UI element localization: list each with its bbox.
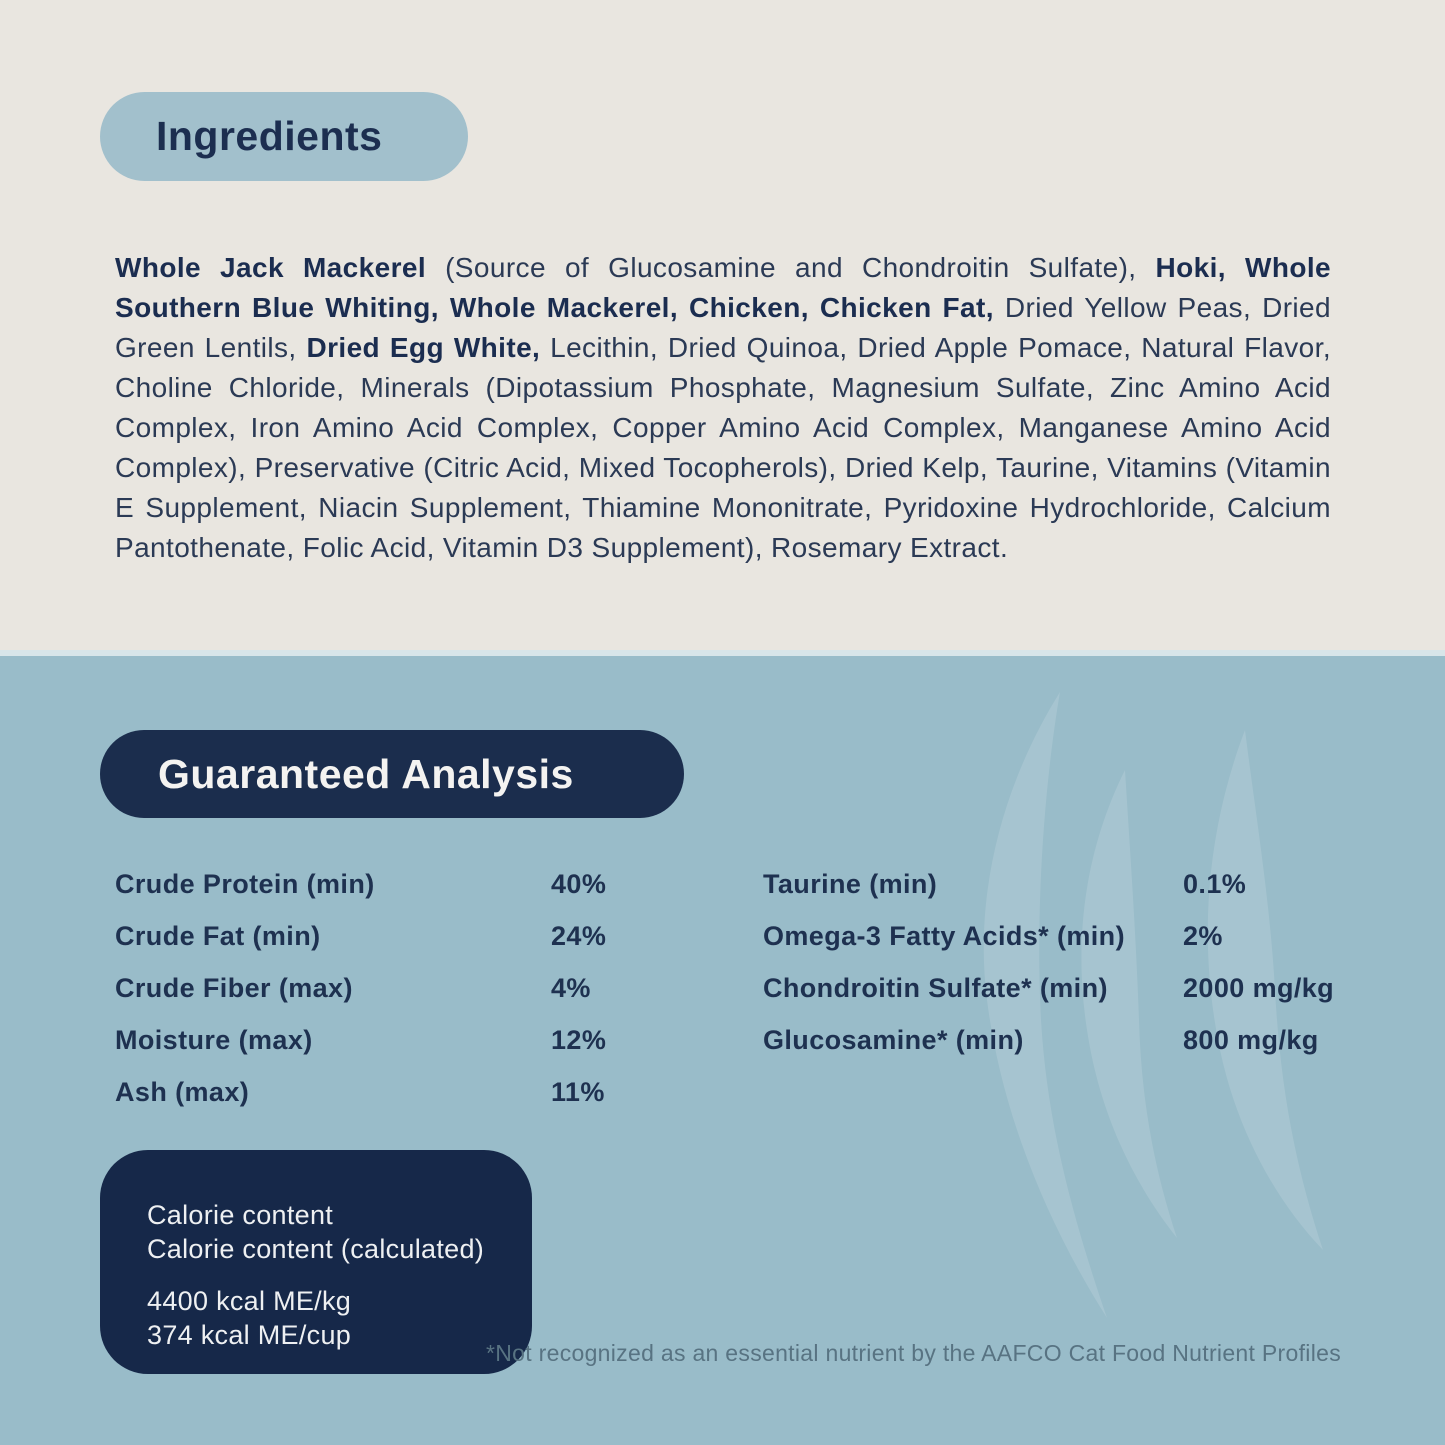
ingredient-text-run: Whole Jack Mackerel [115, 252, 427, 283]
analysis-left-column: Crude Protein (min) 40% Crude Fat (min) … [115, 858, 675, 1118]
ingredient-text-run: Dried Egg White, [306, 332, 541, 363]
guaranteed-analysis-title-badge: Guaranteed Analysis [100, 730, 684, 818]
calorie-value-line: 4400 kcal ME/kg [147, 1286, 352, 1316]
calorie-content-box: Calorie content Calorie content (calcula… [100, 1150, 532, 1374]
ingredient-text-run: Hoki, Whole Southern Blue Whiting, Whole… [115, 252, 1331, 323]
nutrient-label: Crude Fiber (max) [115, 973, 353, 1003]
analysis-row: Omega-3 Fatty Acids* (min) 2% [763, 910, 1383, 962]
ingredient-text-run: Lecithin, Dried Quinoa, Dried Apple Poma… [115, 332, 1331, 563]
ingredients-title-badge: Ingredients [100, 92, 468, 181]
nutrient-label: Crude Protein (min) [115, 869, 375, 899]
calorie-value-line: 374 kcal ME/cup [147, 1320, 352, 1350]
analysis-row: Taurine (min) 0.1% [763, 858, 1383, 910]
ingredients-title: Ingredients [156, 113, 383, 159]
nutrient-value: 24% [551, 921, 607, 951]
calorie-title-line: Calorie content [147, 1200, 334, 1230]
nutrient-label: Chondroitin Sulfate* (min) [763, 973, 1108, 1003]
analysis-right-column: Taurine (min) 0.1% Omega-3 Fatty Acids* … [763, 858, 1383, 1066]
nutrient-value: 2000 mg/kg [1183, 973, 1335, 1003]
nutrient-value: 2% [1183, 921, 1223, 951]
analysis-row: Chondroitin Sulfate* (min) 2000 mg/kg [763, 962, 1383, 1014]
ingredients-section: Ingredients Whole Jack Mackerel (Source … [0, 0, 1445, 650]
nutrient-value: 800 mg/kg [1183, 1025, 1319, 1055]
nutrient-value: 0.1% [1183, 869, 1247, 899]
nutrient-value: 4% [551, 973, 591, 1003]
analysis-row: Glucosamine* (min) 800 mg/kg [763, 1014, 1383, 1066]
nutrient-label: Omega-3 Fatty Acids* (min) [763, 921, 1125, 951]
nutrient-label: Glucosamine* (min) [763, 1025, 1024, 1055]
section-divider [0, 650, 1445, 656]
nutrient-label: Taurine (min) [763, 869, 938, 899]
analysis-row: Crude Fiber (max) 4% [115, 962, 675, 1014]
calorie-title-line: Calorie content (calculated) [147, 1234, 485, 1264]
nutrient-value: 40% [551, 869, 607, 899]
nutrient-label: Moisture (max) [115, 1025, 313, 1055]
analysis-row: Crude Fat (min) 24% [115, 910, 675, 962]
nutrient-label: Crude Fat (min) [115, 921, 321, 951]
nutrient-value: 12% [551, 1025, 607, 1055]
aafco-footnote: *Not recognized as an essential nutrient… [486, 1340, 1341, 1366]
nutrient-value: 11% [551, 1077, 605, 1107]
analysis-row: Moisture (max) 12% [115, 1014, 675, 1066]
nutrient-label: Ash (max) [115, 1077, 250, 1107]
ingredients-paragraph: Whole Jack Mackerel (Source of Glucosami… [115, 248, 1331, 568]
ingredient-text-run: (Source of Glucosamine and Chondroitin S… [426, 252, 1156, 283]
analysis-row: Crude Protein (min) 40% [115, 858, 675, 910]
guaranteed-analysis-title: Guaranteed Analysis [158, 750, 574, 797]
analysis-row: Ash (max) 11% [115, 1066, 675, 1118]
ingredient-text-run: Dried Yellow Peas, Dried Green Lentils, [115, 292, 1331, 363]
